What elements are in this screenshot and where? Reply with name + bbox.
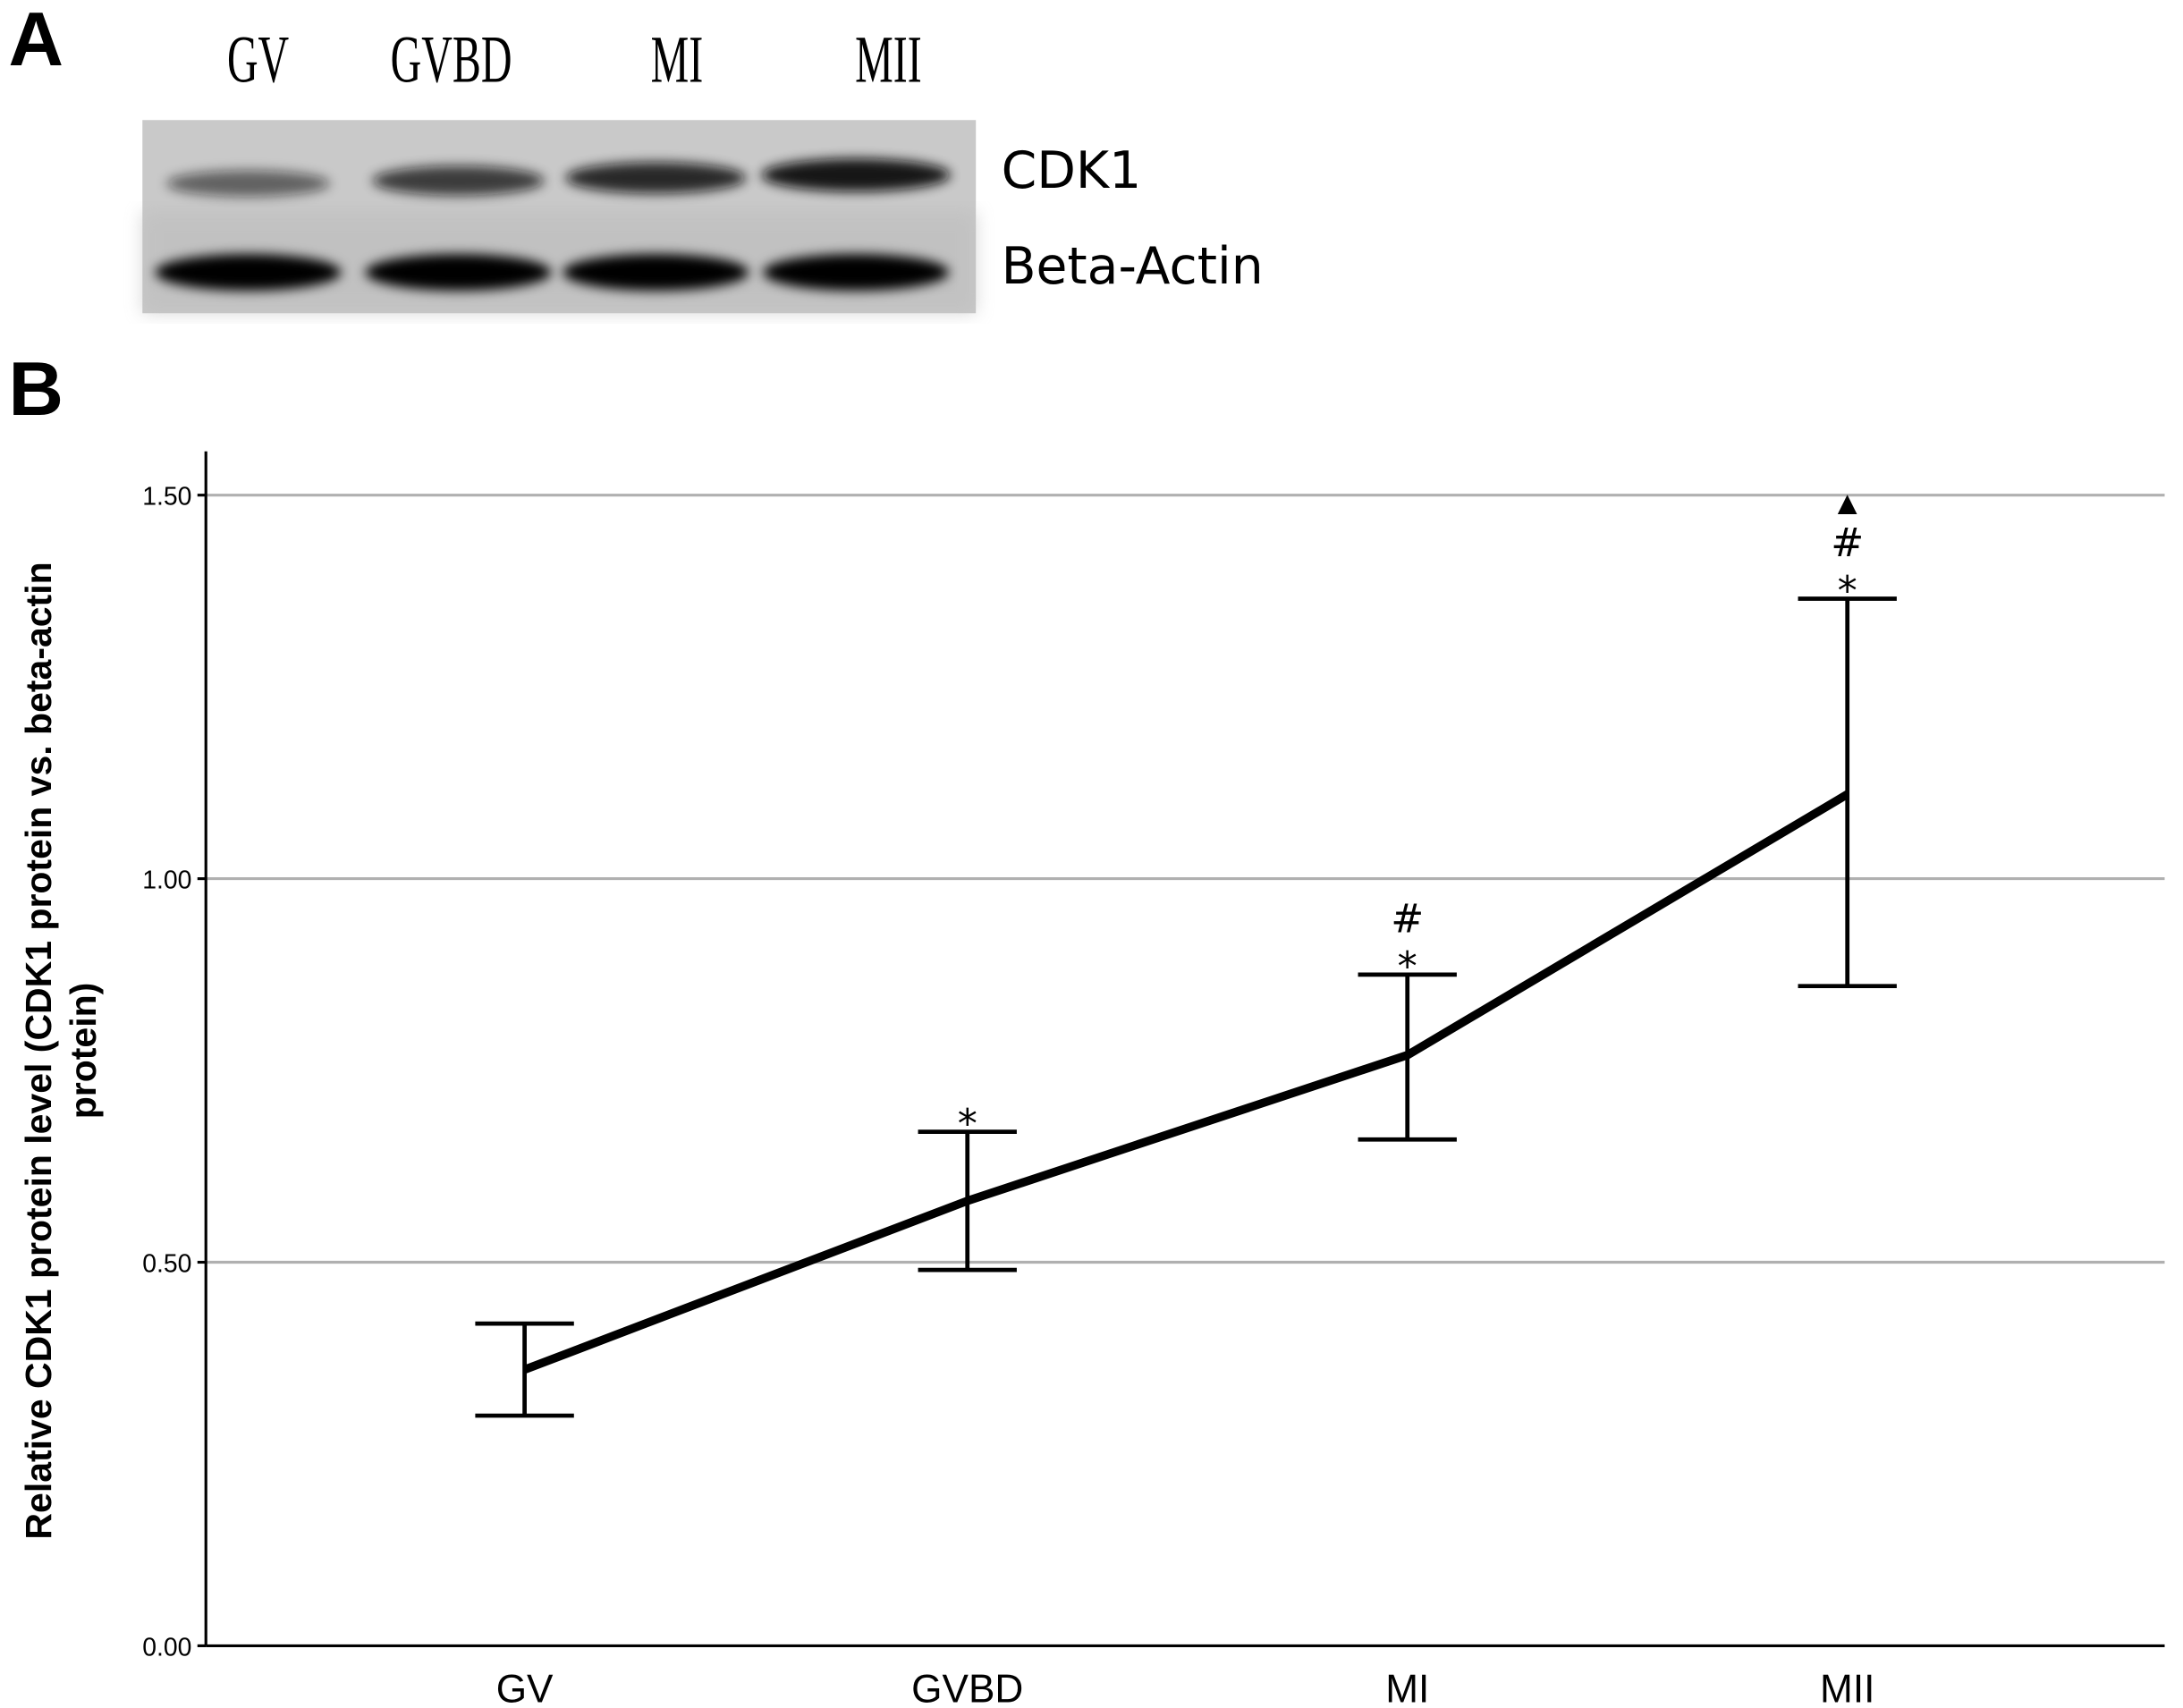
error-bar-mi: *# — [1358, 897, 1457, 1142]
cdk1-band — [372, 165, 545, 196]
band-label-beta-actin: Beta-Actin — [1002, 237, 1264, 296]
series: **#*#▲ — [475, 488, 1897, 1418]
error-bar-gv — [475, 1321, 574, 1418]
y-axis-label: Relative CDK1 protein level (CDK1 protei… — [18, 562, 104, 1539]
y-tick-label: 1.00 — [142, 867, 191, 895]
x-tick-label: GV — [496, 1667, 554, 1708]
lane-label-gv: GV — [227, 22, 289, 97]
significance-hash: # — [1831, 520, 1864, 566]
lane-label-gvbd: GVBD — [391, 22, 512, 97]
y-tick-label: 1.50 — [142, 483, 191, 512]
y-tick-label: 0.50 — [142, 1250, 191, 1279]
beta-actin-band — [563, 254, 749, 292]
series-line — [522, 791, 1850, 1374]
error-bar-mii: *#▲ — [1798, 488, 1897, 989]
cdk1-band — [761, 158, 951, 192]
error-bar-gvbd: * — [918, 1102, 1017, 1273]
significance-asterisk: * — [958, 1102, 977, 1147]
x-tick-label: MI — [1385, 1667, 1429, 1708]
significance-triangle: ▲ — [1838, 488, 1857, 518]
x-tick-label: MII — [1820, 1667, 1874, 1708]
beta-actin-band — [155, 254, 342, 292]
y-tick-label: 0.00 — [142, 1633, 191, 1661]
significance-asterisk: * — [1398, 944, 1417, 990]
panel-a-label: A — [8, 0, 63, 82]
significance-asterisk: * — [1838, 569, 1857, 614]
lane-labels: GV GVBD MI MII — [227, 22, 922, 97]
lane-label-mii: MII — [855, 22, 922, 97]
x-ticks: GV GVBD MI MII — [496, 1667, 1875, 1708]
beta-actin-band — [365, 254, 552, 292]
y-axis-label-line2: protein) — [63, 983, 104, 1120]
cdk1-band — [565, 162, 747, 194]
gridlines — [206, 494, 2165, 1264]
line-chart: 0.00 0.50 1.00 1.50 GV GVBD MI MII Relative CD… — [18, 451, 2165, 1708]
lane-label-mi: MI — [651, 22, 704, 97]
cdk1-band — [166, 170, 330, 197]
y-axis-label-line1: Relative CDK1 protein level (CDK1 protei… — [18, 562, 59, 1539]
beta-actin-band — [763, 254, 950, 292]
y-ticks: 0.00 0.50 1.00 1.50 — [142, 483, 207, 1661]
significance-hash: # — [1391, 897, 1424, 943]
blot-bands — [155, 158, 951, 292]
band-label-cdk1: CDK1 — [1002, 141, 1142, 200]
panel-b-label: B — [8, 347, 63, 432]
x-tick-label: GVBD — [911, 1667, 1023, 1708]
